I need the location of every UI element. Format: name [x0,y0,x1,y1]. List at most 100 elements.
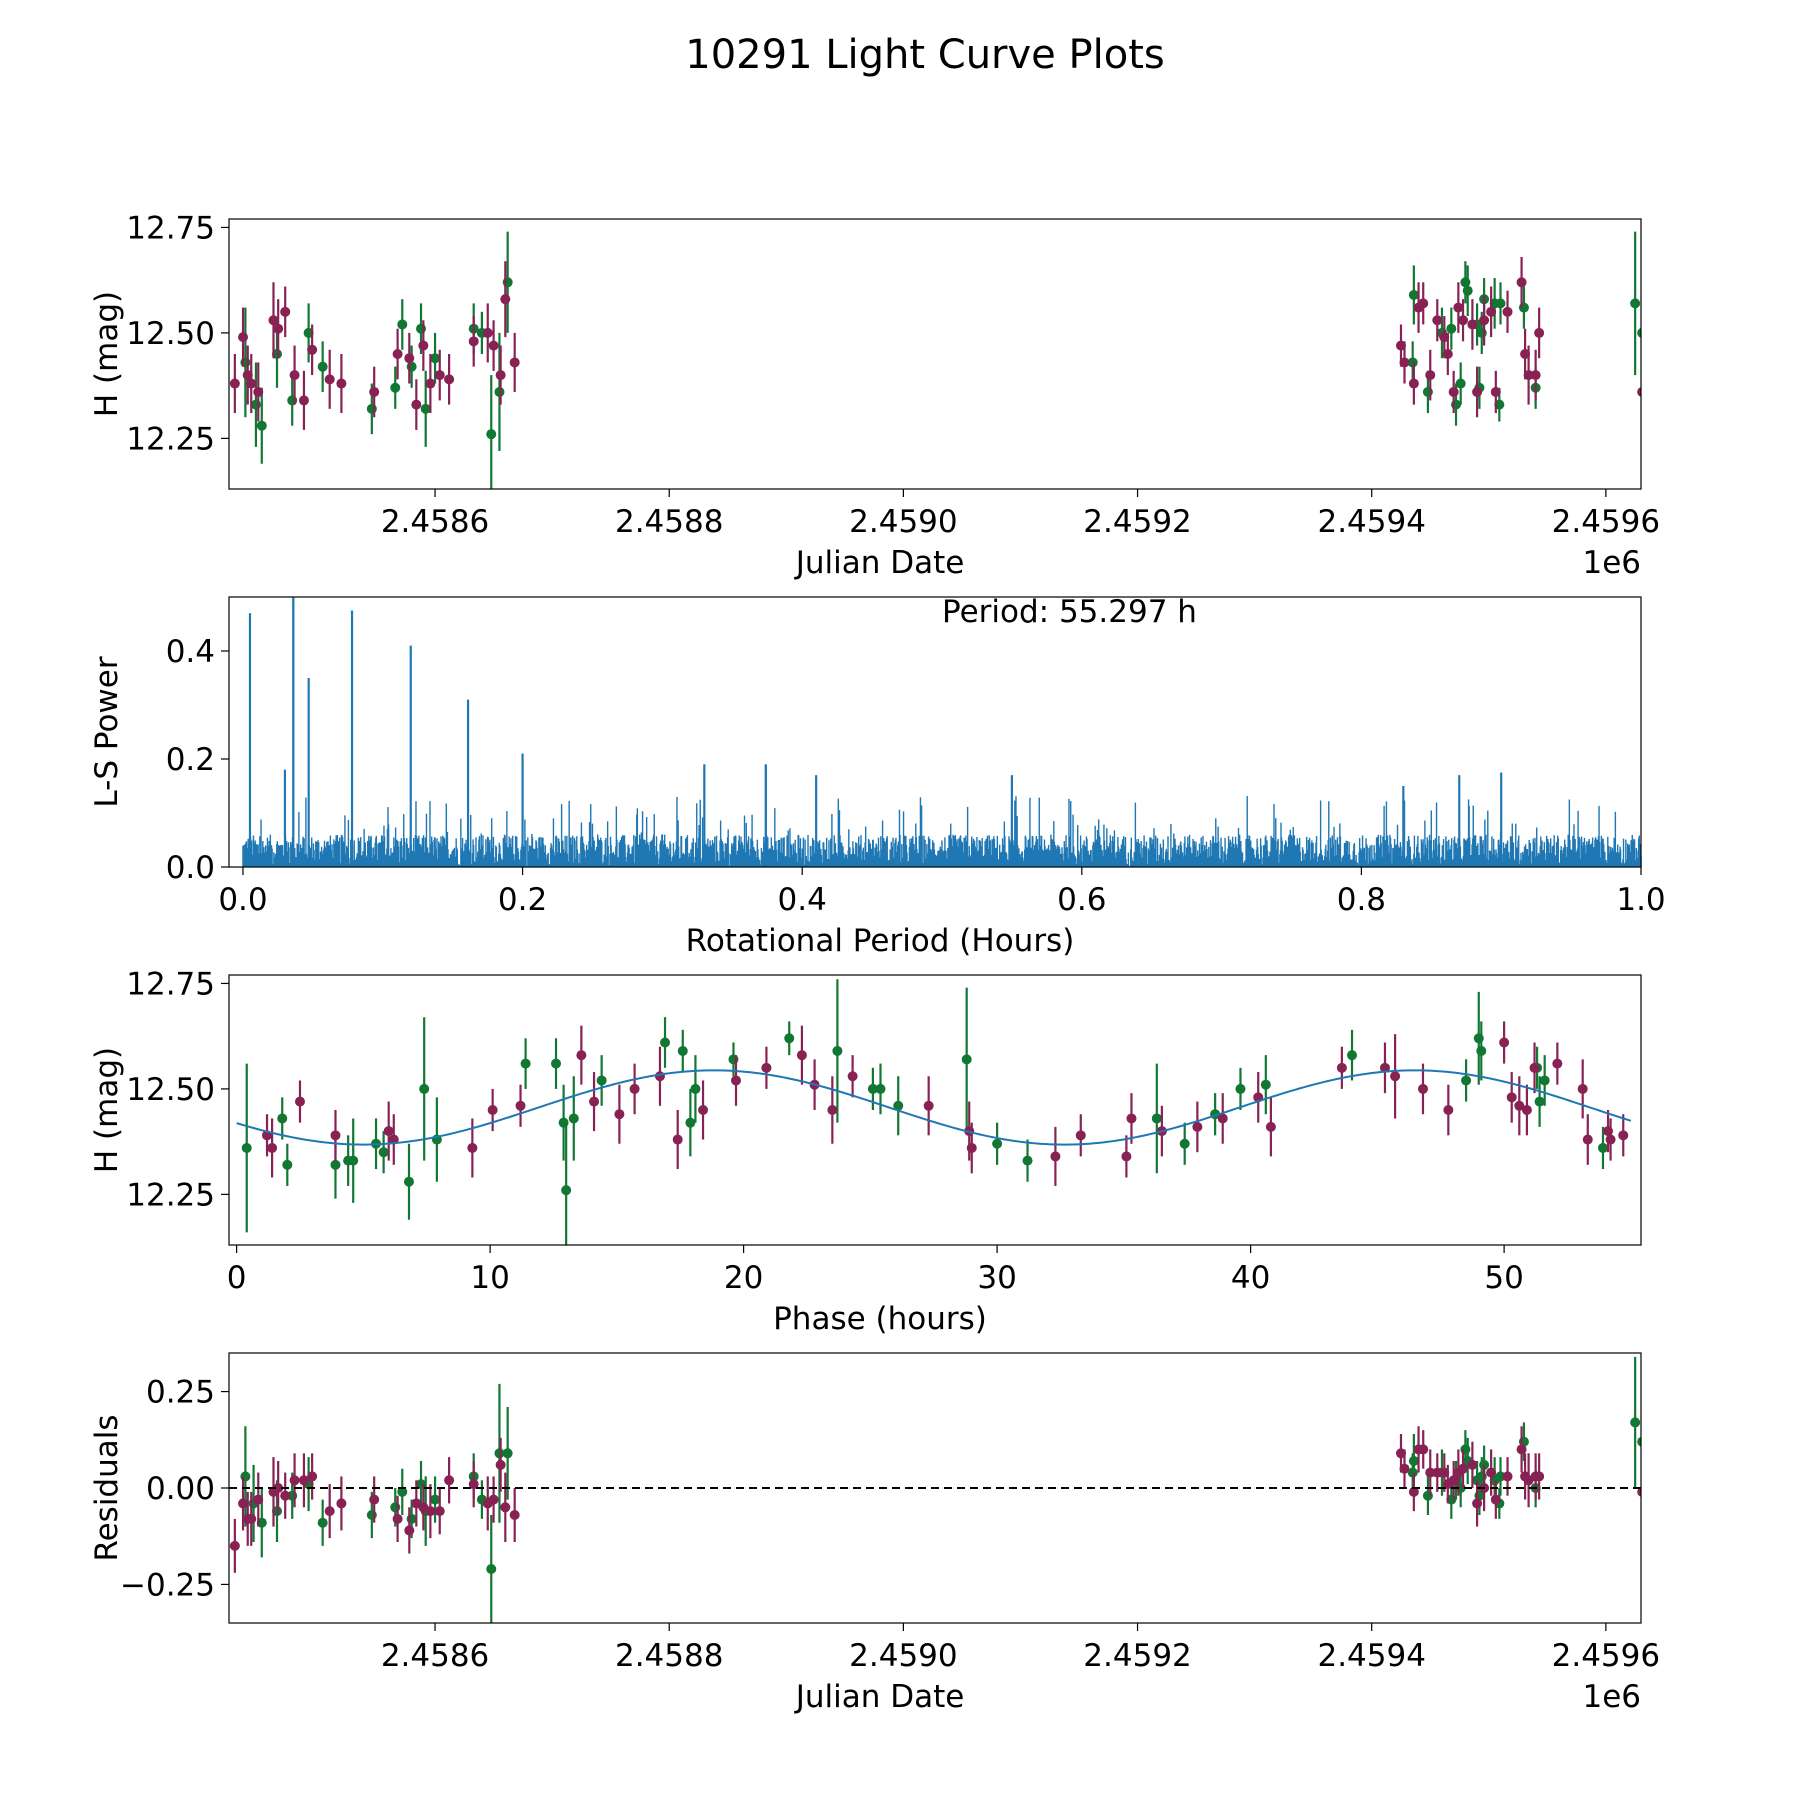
data-point [1458,315,1469,326]
data-point [520,1058,531,1069]
x-tick-label: 2.4586 [381,504,489,540]
data-point [1605,1134,1616,1145]
data-point [317,1517,328,1528]
x-offset-label: 1e6 [1582,1679,1641,1715]
data-point [397,319,408,330]
data-point [1151,1113,1162,1124]
data-point [324,1506,335,1517]
data-point [1265,1121,1276,1132]
y-tick-label: 12.75 [126,966,215,1002]
data-point [561,1185,572,1196]
data-point [1490,386,1501,397]
x-tick-label: 2.4588 [615,504,723,540]
data-point [1486,1467,1497,1478]
data-point [1336,1062,1347,1073]
data-point [1179,1138,1190,1149]
data-point [1490,1494,1501,1505]
x-tick-label: 2.4592 [1083,1638,1191,1674]
y-tick-label: 0.2 [166,742,215,778]
data-point [1534,327,1545,338]
data-point [336,378,347,389]
data-point [1597,1142,1608,1153]
data-point [677,1045,688,1056]
data-point [250,399,261,410]
data-point [289,1475,300,1486]
data-point [1379,1062,1390,1073]
data-point [416,323,427,334]
data-point [1425,1467,1436,1478]
data-point [287,395,298,406]
data-point [238,332,249,343]
data-point [1425,370,1436,381]
x-axis-label: Phase (hours) [773,1301,987,1337]
data-point [992,1138,1003,1149]
data-point [1502,1471,1513,1482]
data-point [425,378,436,389]
data-point [307,1471,318,1482]
data-point [1552,1058,1563,1069]
data-point [294,1096,305,1107]
data-point [468,1479,479,1490]
data-point [1486,306,1497,317]
data-point [1618,1130,1629,1141]
data-point [796,1050,807,1061]
data-point [1529,1062,1540,1073]
data-point [1460,1444,1471,1455]
y-axis-label: Residuals [89,1414,125,1561]
period-annotation: Period: 55.297 h [942,594,1197,630]
data-point [420,403,431,414]
y-tick-label: 12.25 [126,421,215,457]
data-point [330,1159,341,1170]
data-point [923,1100,934,1111]
model-curve [236,1069,1632,1146]
data-point [240,357,251,368]
data-point [486,429,497,440]
data-point [246,378,257,389]
data-point [1050,1151,1061,1162]
y-tick-label: 0.0 [166,850,215,886]
data-point [280,1490,291,1501]
x-tick-label: 2.4590 [849,504,957,540]
data-point [1432,315,1443,326]
data-point [253,386,264,397]
data-point [832,1045,843,1056]
data-point [366,1510,377,1520]
data-point [392,349,403,359]
series-purple [229,1426,1641,1573]
x-offset-label: 1e6 [1582,545,1641,581]
data-point [1407,357,1418,368]
data-point [430,353,441,364]
data-point [1453,302,1464,313]
data-point [614,1109,625,1120]
data-point [482,327,493,338]
data-point [378,1147,389,1158]
data-point [425,1506,436,1517]
data-point [1467,319,1478,330]
data-point [229,1540,240,1551]
data-point [589,1096,600,1107]
data-point [369,386,380,397]
data-point [241,1142,252,1153]
data-point [1451,399,1462,410]
data-point [660,1037,671,1048]
data-point [390,382,401,393]
periodogram-line [242,597,1642,867]
data-point [282,1159,293,1170]
data-point [1462,285,1473,296]
data-point [761,1062,772,1073]
data-point [238,1498,249,1509]
data-point [875,1083,886,1094]
x-tick-label: 2.4588 [615,1638,723,1674]
data-point [1577,1083,1588,1094]
data-point [277,1113,288,1124]
data-point [1523,370,1534,381]
y-tick-label: 0.25 [146,1375,215,1411]
data-point [1217,1113,1228,1124]
data-point [1506,1092,1517,1103]
data-point [403,1176,414,1187]
data-point [1637,328,1641,338]
data-point [406,1513,417,1524]
x-tick-label: 0.4 [778,882,827,918]
data-point [486,1564,497,1574]
data-point [280,306,291,317]
